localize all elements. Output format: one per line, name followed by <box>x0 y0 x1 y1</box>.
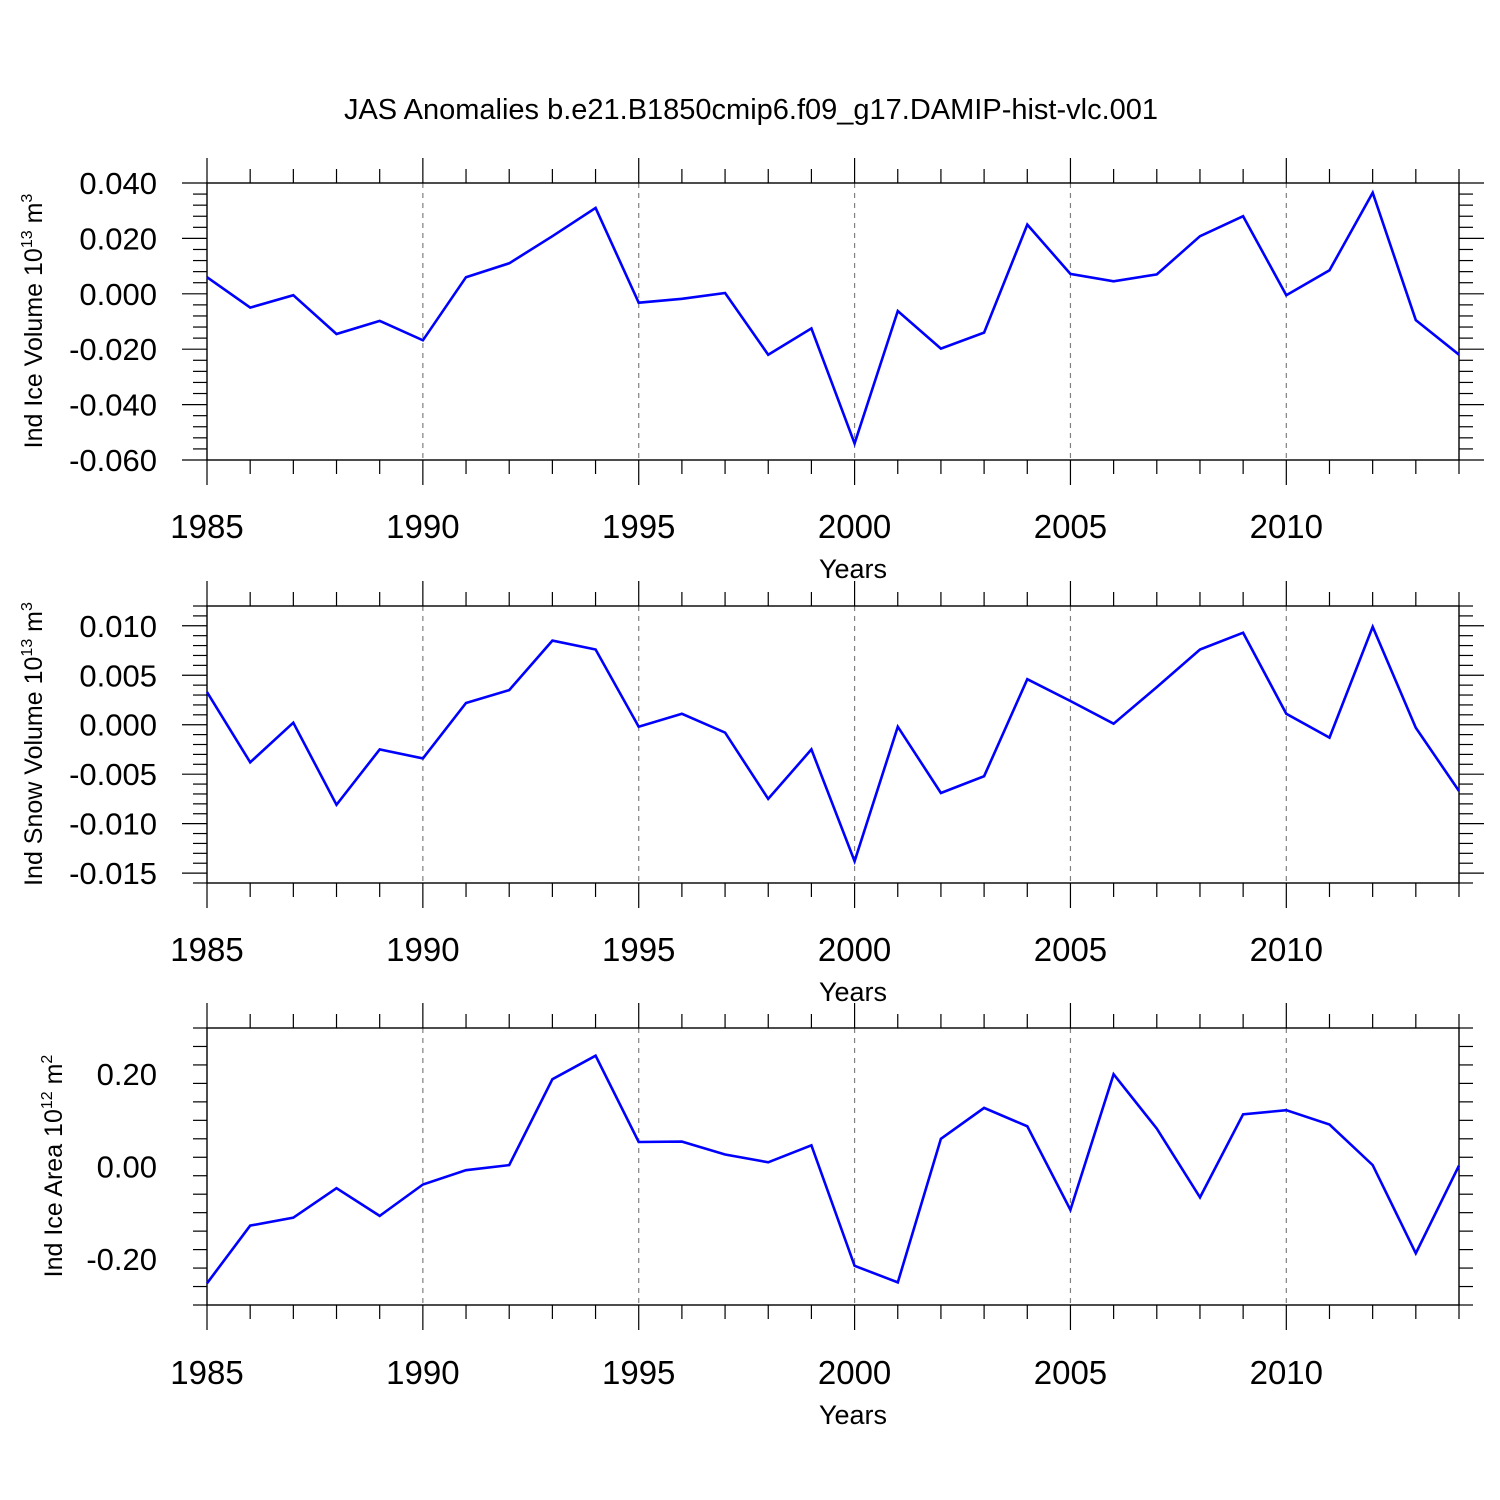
y-tick-label: 0.00 <box>97 1150 157 1185</box>
x-tick-label: 2010 <box>1250 508 1323 545</box>
x-tick-label: 2000 <box>818 508 891 545</box>
x-tick-label: 1995 <box>602 508 675 545</box>
x-axis-title: Years <box>819 1400 887 1430</box>
chart-title: JAS Anomalies b.e21.B1850cmip6.f09_g17.D… <box>344 94 1158 126</box>
x-tick-label: 1995 <box>602 931 675 968</box>
y-tick-label: 0.040 <box>79 166 157 201</box>
x-tick-label: 2005 <box>1034 931 1107 968</box>
y-tick-label: 0.20 <box>97 1057 157 1092</box>
y-tick-label: 0.000 <box>79 277 157 312</box>
x-tick-label: 2000 <box>818 931 891 968</box>
y-tick-label: -0.005 <box>69 757 157 792</box>
chart-panel: 1985 1990 1995 2000 2005 2010 0.010 0.005 0.000 -… <box>19 581 1484 1007</box>
x-tick-label: 1995 <box>602 1354 675 1391</box>
series-line <box>206 189 1460 448</box>
chart-panel: 1985 1990 1995 2000 2005 2010 0.20 0.00 -0.20 Yea… <box>39 1003 1473 1430</box>
x-tick-label: 2005 <box>1034 508 1107 545</box>
plot-frame <box>206 605 1460 884</box>
x-tick-label: 1990 <box>386 931 459 968</box>
y-axis-title: Ind Snow Volume 1013 m3 <box>19 602 48 886</box>
x-axis-title: Years <box>819 554 887 584</box>
x-tick-label: 1985 <box>170 1354 243 1391</box>
y-tick-label: 0.020 <box>79 221 157 256</box>
y-tick-label: -0.020 <box>69 332 157 367</box>
y-tick-label: 0.005 <box>79 658 157 693</box>
y-tick-label: 0.010 <box>79 609 157 644</box>
x-tick-label: 1985 <box>170 508 243 545</box>
x-tick-label: 1985 <box>170 931 243 968</box>
y-tick-label: -0.010 <box>69 807 157 842</box>
plot-frame <box>206 1027 1460 1306</box>
y-axis-title: Ind Ice Area 1012 m2 <box>39 1055 68 1278</box>
y-tick-label: -0.20 <box>86 1242 157 1277</box>
chart-panel: 1985 1990 1995 2000 2005 2010 0.040 0.020 0.000 -… <box>19 158 1484 584</box>
x-tick-label: 2010 <box>1250 1354 1323 1391</box>
y-tick-label: -0.015 <box>69 856 157 891</box>
y-tick-label: -0.060 <box>69 443 157 478</box>
y-tick-label: -0.040 <box>69 388 157 423</box>
x-tick-label: 1990 <box>386 508 459 545</box>
series-line <box>205 1053 1461 1285</box>
x-tick-label: 2005 <box>1034 1354 1107 1391</box>
y-tick-label: 0.000 <box>79 708 157 743</box>
x-axis-title: Years <box>819 977 887 1007</box>
plot-frame <box>206 182 1460 461</box>
x-tick-label: 1990 <box>386 1354 459 1391</box>
y-axis-title: Ind Ice Volume 1013 m3 <box>19 194 48 449</box>
x-tick-label: 2010 <box>1250 931 1323 968</box>
x-tick-label: 2000 <box>818 1354 891 1391</box>
series-line <box>205 623 1461 866</box>
